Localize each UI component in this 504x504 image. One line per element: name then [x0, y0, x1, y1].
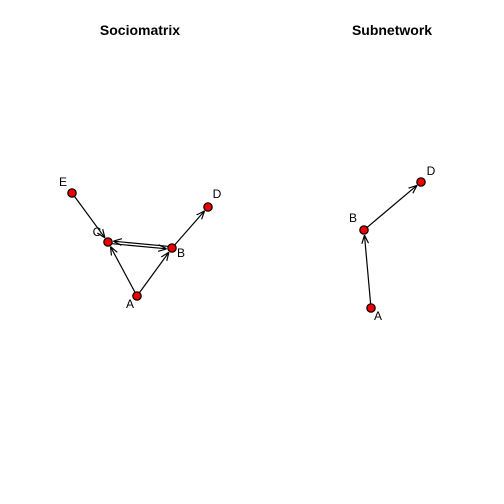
- node-label-D: D: [213, 187, 222, 201]
- sociomatrix-graph: E C B D A: [59, 175, 222, 311]
- edge-A-to-B: [364, 235, 372, 304]
- node-label-B: B: [349, 211, 357, 225]
- node-label-B: B: [177, 246, 185, 260]
- subnetwork-graph: B D A: [349, 164, 436, 323]
- node-label-C: C: [93, 225, 102, 239]
- edge-A-to-C: [110, 247, 136, 293]
- node-B: [167, 243, 177, 253]
- edge-B-to-D: [174, 211, 205, 246]
- node-label-A: A: [126, 297, 134, 311]
- node-C: [103, 237, 113, 247]
- edge-C-to-B: [112, 243, 167, 249]
- node-label-E: E: [59, 175, 67, 189]
- node-E: [67, 188, 77, 198]
- edge-E-to-C: [74, 196, 104, 237]
- node-A: [366, 303, 376, 313]
- edge-A-to-B: [138, 252, 168, 293]
- edge-B-to-C: [113, 241, 168, 247]
- node-D: [203, 202, 213, 212]
- node-A: [132, 291, 142, 301]
- node-label-A: A: [374, 309, 382, 323]
- node-B: [359, 225, 369, 235]
- sociomatrix-title: Sociomatrix: [100, 22, 180, 38]
- node-D: [416, 177, 426, 187]
- edge-B-to-D: [366, 185, 417, 228]
- subnetwork-title: Subnetwork: [352, 22, 432, 38]
- node-label-D: D: [427, 164, 436, 178]
